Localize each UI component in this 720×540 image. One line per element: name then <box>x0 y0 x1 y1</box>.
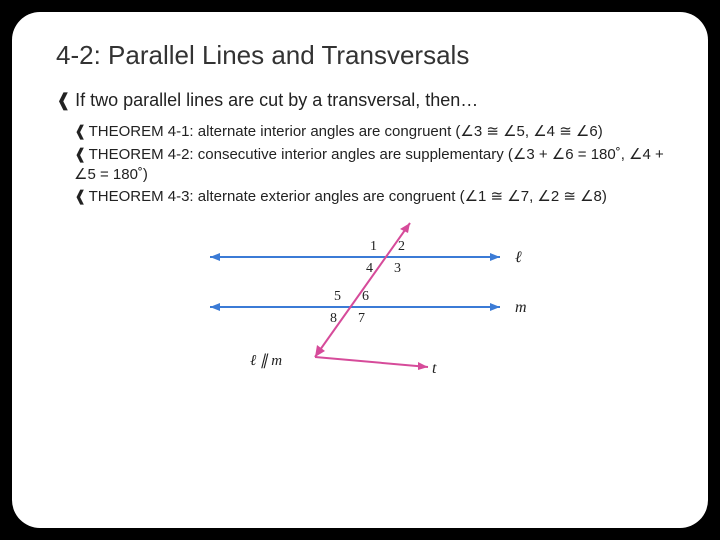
bullet-icon: ❰ <box>56 90 71 110</box>
theorem-label: THEOREM 4-2: <box>89 146 194 163</box>
theorem-label: THEOREM 4-1: <box>89 123 194 140</box>
angle-8: 8 <box>330 311 337 326</box>
arrow-left-icon <box>210 253 220 261</box>
angle-7: 7 <box>358 311 365 326</box>
arrow-down-icon <box>315 345 325 357</box>
transversal-label: t <box>432 360 437 377</box>
angle-1: 1 <box>370 239 377 254</box>
angle-6: 6 <box>362 289 369 304</box>
arrow-left-icon <box>210 303 220 311</box>
diagram-container: ℓ m t 1 2 4 3 5 6 8 7 ℓ ∥ m <box>48 215 672 385</box>
lead-paragraph: ❰If two parallel lines are cut by a tran… <box>56 89 672 112</box>
slide: 4-2: Parallel Lines and Transversals ❰If… <box>12 12 708 528</box>
theorem-item: ❰THEOREM 4-1: alternate interior angles … <box>74 122 672 142</box>
arrow-up-icon <box>400 223 410 233</box>
arrow-right-icon <box>490 303 500 311</box>
angle-2: 2 <box>398 239 405 254</box>
angle-3: 3 <box>394 261 401 276</box>
bullet-icon: ❰ <box>74 124 87 140</box>
theorem-item: ❰THEOREM 4-2: consecutive interior angle… <box>74 145 672 186</box>
theorem-text: alternate interior angles are congruent … <box>198 123 603 140</box>
line-l-label: ℓ <box>515 249 522 266</box>
theorem-text: alternate exterior angles are congruent … <box>198 188 607 205</box>
lead-text: If two parallel lines are cut by a trans… <box>75 90 478 110</box>
angle-4: 4 <box>366 261 373 276</box>
theorem-item: ❰THEOREM 4-3: alternate exterior angles … <box>74 187 672 207</box>
parallel-lines-diagram: ℓ m t 1 2 4 3 5 6 8 7 ℓ ∥ m <box>180 215 540 385</box>
diagram-caption: ℓ ∥ m <box>250 353 282 369</box>
theorem-list: ❰THEOREM 4-1: alternate interior angles … <box>74 122 672 207</box>
arrow-right-icon <box>490 253 500 261</box>
angle-5: 5 <box>334 289 341 304</box>
slide-title: 4-2: Parallel Lines and Transversals <box>56 40 672 71</box>
transversal-extension <box>315 357 428 367</box>
theorem-label: THEOREM 4-3: <box>89 188 194 205</box>
bullet-icon: ❰ <box>74 147 87 163</box>
bullet-icon: ❰ <box>74 189 87 205</box>
line-m-label: m <box>515 299 527 316</box>
